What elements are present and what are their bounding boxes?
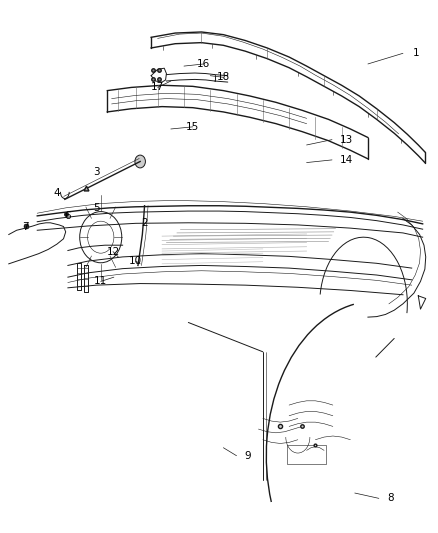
Circle shape [135,155,145,168]
Text: 14: 14 [339,155,353,165]
Text: 4: 4 [53,188,60,198]
Text: 13: 13 [339,135,353,144]
Text: 1: 1 [413,49,420,58]
Text: 15: 15 [186,122,199,132]
Text: 16: 16 [197,59,210,69]
Text: 8: 8 [387,494,394,503]
Text: 12: 12 [106,247,120,256]
Text: 10: 10 [129,256,142,266]
Text: 11: 11 [94,277,107,286]
Text: 2: 2 [141,218,148,228]
Text: 6: 6 [64,212,71,221]
Text: 5: 5 [93,203,100,213]
Text: 18: 18 [217,72,230,82]
Text: 7: 7 [22,222,29,232]
Text: 17: 17 [151,83,164,92]
Text: 9: 9 [244,451,251,461]
Text: 3: 3 [93,167,100,176]
